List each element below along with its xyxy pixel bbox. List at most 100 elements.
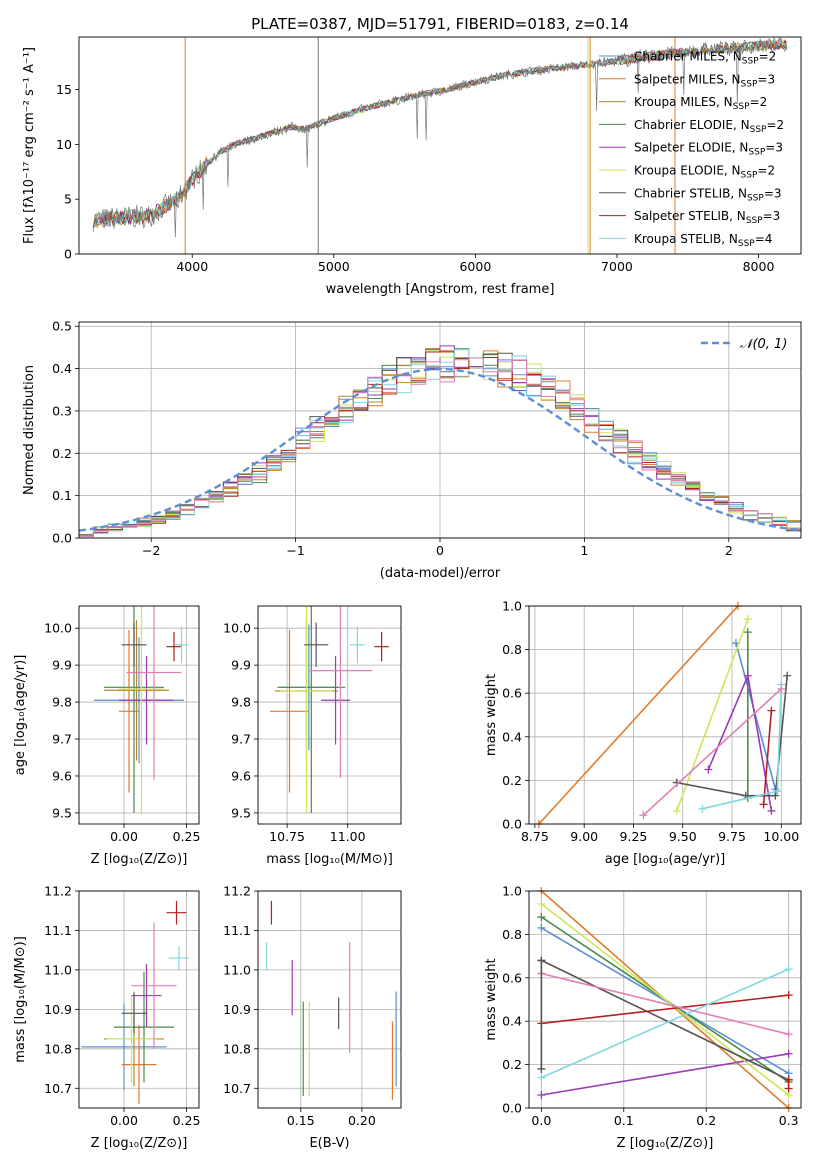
weight-line xyxy=(735,642,777,790)
y-tick-label: 0.5 xyxy=(52,319,72,334)
x-tick-label: 0.20 xyxy=(348,1113,376,1128)
weight-marker xyxy=(767,806,776,815)
y-axis-label: mass weight xyxy=(484,958,499,1040)
x-tick-label: 8000 xyxy=(743,259,775,274)
weight-marker xyxy=(537,1073,546,1082)
legend-label: Chabrier ELODIE, NSSP=2 xyxy=(634,118,784,135)
y-tick-label: 15 xyxy=(56,82,72,97)
y-tick-label: 9.8 xyxy=(52,695,72,710)
x-tick-label: 0.15 xyxy=(287,1113,315,1128)
plot-frame xyxy=(257,605,402,825)
x-axis-label: mass [log₁₀(M/M⊙)] xyxy=(266,852,393,867)
weight-marker xyxy=(743,671,752,680)
weight-marker xyxy=(784,1075,793,1084)
x-tick-label: 7000 xyxy=(601,259,633,274)
weight-marker xyxy=(537,913,546,922)
y-tick-label: 10.7 xyxy=(223,1081,251,1096)
y-tick-label: 11.0 xyxy=(223,962,251,977)
weight-marker xyxy=(537,900,546,909)
y-tick-label: 9.9 xyxy=(52,658,72,673)
legend-label: Salpeter MILES, NSSP=3 xyxy=(634,72,775,89)
x-tick-label: 0 xyxy=(436,543,444,558)
weight-line xyxy=(541,968,789,1079)
weight-marker xyxy=(759,800,768,809)
legend-label: Kroupa STELIB, NSSP=4 xyxy=(634,232,772,249)
y-tick-label: 0.8 xyxy=(502,927,522,942)
weight-marker xyxy=(784,1049,793,1058)
weight-marker xyxy=(771,791,780,800)
y-tick-label: 5 xyxy=(64,192,72,207)
x-tick-label: 0.25 xyxy=(173,829,201,844)
weight-marker xyxy=(537,923,546,932)
y-axis-label: Normed distribution xyxy=(22,365,37,495)
y-tick-label: 0.4 xyxy=(502,1014,522,1029)
x-tick-label: 9.50 xyxy=(669,829,697,844)
y-tick-label: 0 xyxy=(64,247,72,262)
y-tick-label: 10.7 xyxy=(44,1081,72,1096)
y-tick-label: 0.8 xyxy=(502,642,522,657)
x-axis-label: E(B-V) xyxy=(309,1136,349,1151)
histogram-step xyxy=(79,357,801,538)
y-tick-label: 0.2 xyxy=(502,1057,522,1072)
plot-frame xyxy=(78,321,802,539)
y-tick-label: 1.0 xyxy=(502,884,522,899)
x-tick-label: 0.0 xyxy=(531,1113,551,1128)
x-tick-label: 2 xyxy=(725,543,733,558)
x-tick-label: 10.75 xyxy=(269,829,305,844)
y-tick-label: 0.0 xyxy=(502,1101,522,1116)
y-tick-label: 0.2 xyxy=(52,446,72,461)
legend-label: Kroupa MILES, NSSP=2 xyxy=(634,95,767,112)
weight-marker xyxy=(784,965,793,974)
figure-title: PLATE=0387, MJD=51791, FIBERID=0183, z=0… xyxy=(251,15,629,33)
x-axis-label: Z [log₁₀(Z/Z⊙)] xyxy=(91,852,188,867)
panel-age-vs-mass: 10.75 11.00 9.5 9.6 9.7 9.8 9.9 10.0 mass [log₁₀… xyxy=(223,605,402,867)
weight-line xyxy=(541,994,789,1025)
y-tick-label: 10.8 xyxy=(223,1041,251,1056)
x-tick-label: 0.25 xyxy=(173,1113,201,1128)
weight-line xyxy=(540,903,790,1096)
panel-mass-vs-ebv: 0.15 0.20 10.7 10.8 10.9 11.0 11.1 11.2 E(B-V) xyxy=(223,884,402,1151)
y-tick-label: 0.0 xyxy=(52,531,72,546)
x-tick-label: −1 xyxy=(286,543,304,558)
weight-marker xyxy=(773,787,782,796)
y-tick-label: 11.2 xyxy=(44,884,72,899)
weight-marker xyxy=(704,765,713,774)
weight-line xyxy=(676,618,749,812)
plot-frame xyxy=(528,890,802,1109)
legend-label: Chabrier MILES, NSSP=2 xyxy=(634,50,776,67)
y-tick-label: 11.1 xyxy=(44,923,72,938)
y-tick-label: 9.7 xyxy=(231,732,251,747)
weight-marker xyxy=(767,706,776,715)
weight-marker xyxy=(639,811,648,820)
x-tick-label: 0.1 xyxy=(614,1113,634,1128)
weight-marker xyxy=(698,804,707,813)
y-tick-label: 0.0 xyxy=(502,817,522,832)
y-tick-label: 9.7 xyxy=(52,732,72,747)
y-tick-label: 0.6 xyxy=(502,970,522,985)
legend-label: Chabrier STELIB, NSSP=3 xyxy=(634,186,782,203)
weight-marker xyxy=(537,1090,546,1099)
y-tick-label: 10.9 xyxy=(223,1002,251,1017)
x-tick-label: 0.00 xyxy=(110,1113,138,1128)
x-tick-label: 9.25 xyxy=(620,829,648,844)
y-tick-label: 0.4 xyxy=(502,729,522,744)
y-tick-label: 0.3 xyxy=(52,403,72,418)
x-axis-label: (data-model)/error xyxy=(380,566,501,581)
observed-spectrum-line xyxy=(92,37,787,238)
y-tick-label: 1.0 xyxy=(502,599,522,614)
y-axis-label: Flux [fλ10⁻¹⁷ erg cm⁻² s⁻¹ A⁻¹] xyxy=(22,47,37,244)
x-tick-label: 10.00 xyxy=(763,829,799,844)
y-tick-label: 10.8 xyxy=(44,1041,72,1056)
y-tick-label: 9.8 xyxy=(231,695,251,710)
y-axis-label: mass weight xyxy=(484,674,499,756)
weight-line xyxy=(541,972,789,1035)
weight-line xyxy=(538,606,739,824)
weight-marker xyxy=(537,956,546,965)
weight-marker xyxy=(783,671,792,680)
panel-massweight-vs-z: 0.0 0.1 0.2 0.3 0.0 0.2 0.4 0.6 0.8 1.0 Z [log₁₀(Z… xyxy=(484,884,802,1151)
panel-mass-vs-z: 0.00 0.25 10.7 10.8 10.9 11.0 11.1 11.2 Z [log₁₀… xyxy=(13,884,200,1152)
legend-label: Kroupa ELODIE, NSSP=2 xyxy=(634,164,775,181)
x-axis-label: Z [log₁₀(Z/Z⊙)] xyxy=(91,1136,188,1151)
panel-residuals: −2 −1 0 1 2 0.0 0.1 0.2 0.3 0.4 0.5 (data-model)/er… xyxy=(22,319,802,581)
